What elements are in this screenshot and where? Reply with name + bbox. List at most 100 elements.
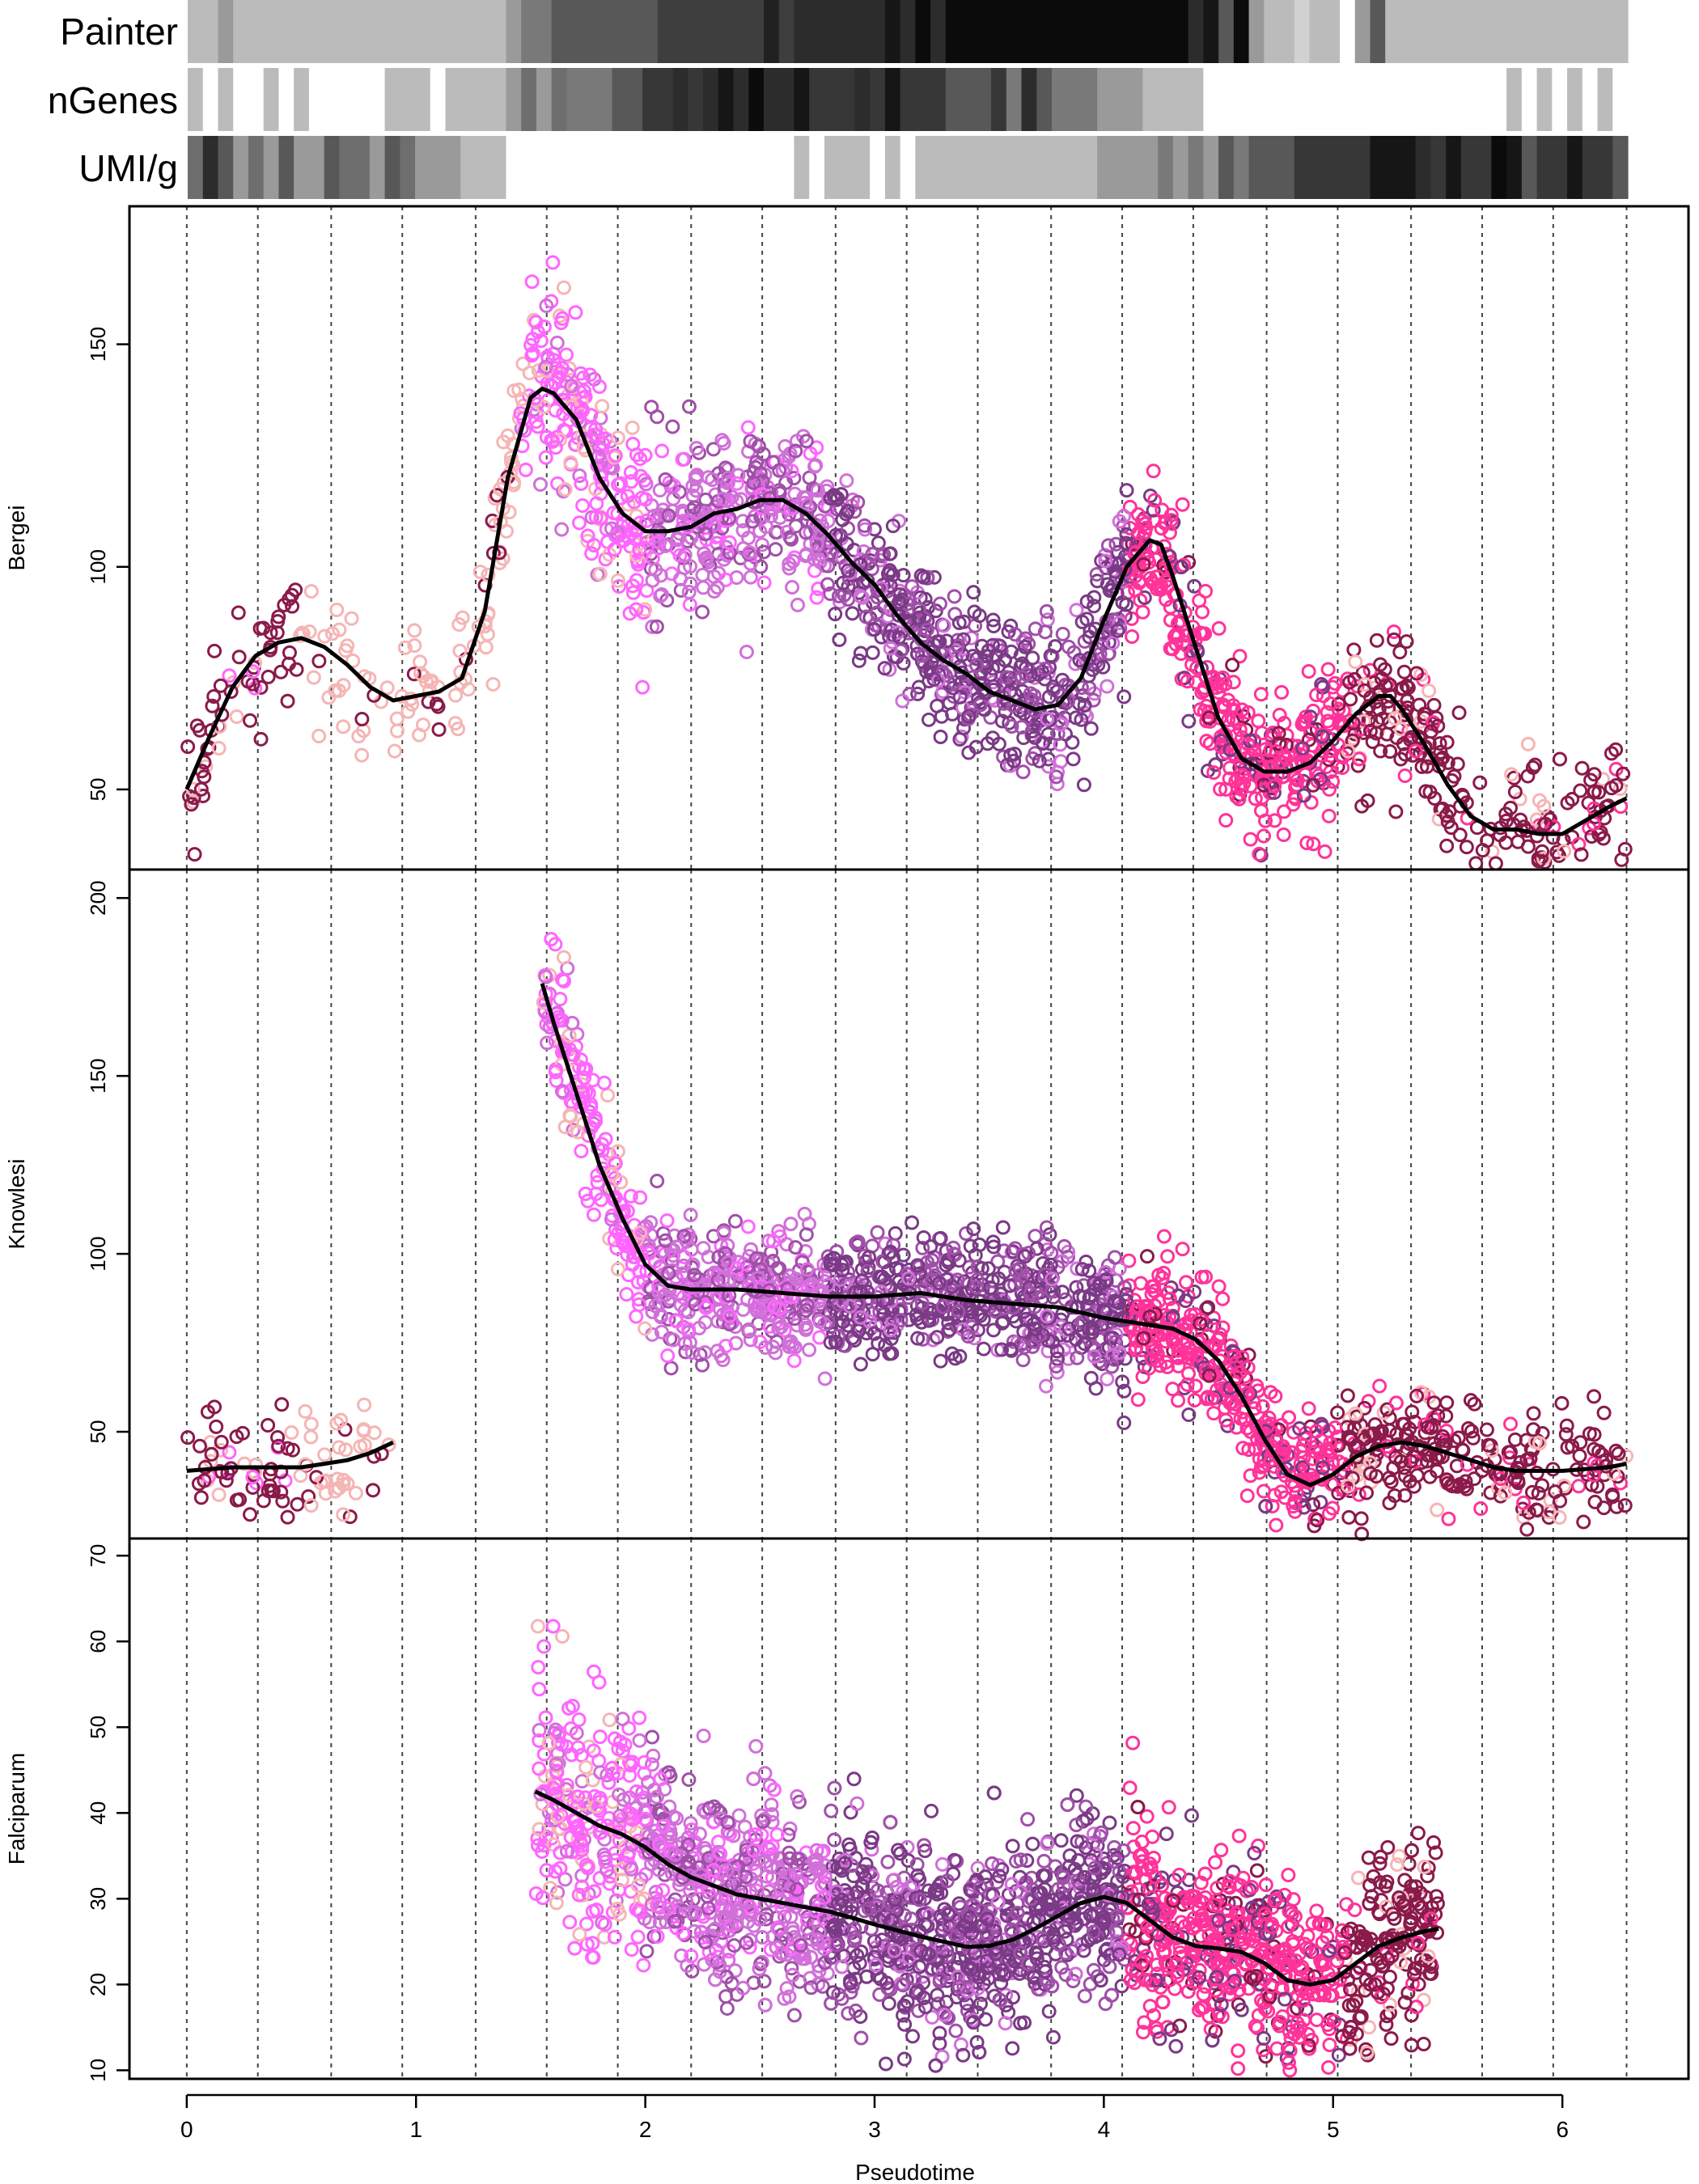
heatbar-cell [976,0,992,63]
data-point [1303,795,1319,811]
data-point [564,379,579,394]
data-point [683,1208,698,1223]
data-point [1438,808,1454,823]
data-point [972,608,987,624]
heatbar-cell [308,68,325,131]
heatbar-cell [945,136,962,199]
y-tick-label: 150 [86,327,110,362]
data-point [600,1088,616,1103]
heatbar-cell [960,136,977,199]
heatbar-cell [445,0,461,63]
data-point [683,576,698,591]
heatbar-cell [1491,136,1507,199]
data-point [851,653,866,668]
data-point [1040,711,1055,726]
data-point [336,678,351,693]
y-tick-label: 200 [86,880,110,915]
data-point [1369,633,1384,648]
data-point [180,1430,196,1445]
data-point [207,643,222,658]
heatbar-cell [1264,0,1280,63]
y-tick-label: 150 [86,1058,110,1093]
data-point [802,470,817,485]
data-point [928,603,943,619]
heatbar-cell [218,0,234,63]
data-point [809,440,824,455]
data-point [1422,785,1438,800]
data-point [387,743,402,759]
data-point [1374,671,1389,686]
data-point [785,580,800,595]
data-point [1591,785,1607,800]
data-point [282,591,297,607]
data-point [745,514,761,529]
data-point [1289,777,1304,793]
heatbar-cell [566,0,583,63]
data-point [1021,637,1036,652]
data-point [1254,726,1269,741]
data-point [1116,689,1132,705]
data-point [854,2030,869,2046]
heatbar-cell [1506,136,1523,199]
heatbar-cell [1097,68,1113,131]
data-point [1419,759,1434,774]
data-point [429,696,444,712]
heatbar-cell [1567,136,1583,199]
data-point [554,522,570,537]
heatbar-cell [1006,68,1023,131]
data-point [1049,777,1065,792]
data-point [1161,1285,1176,1301]
data-point [1274,684,1290,700]
heatbar-cell [1203,136,1219,199]
heatbar-label-umi: UMI/g [78,147,178,189]
data-point [705,518,720,533]
data-point [1279,728,1294,743]
heatbar-cell [1248,68,1265,131]
heatbar-cell [627,68,643,131]
data-point [231,650,247,665]
data-point [588,510,604,525]
data-point [548,440,563,455]
data-point [284,1425,299,1441]
data-point [281,656,296,671]
data-point [549,335,565,350]
data-point [608,448,623,463]
data-point [338,643,354,658]
heatbar-cell [839,136,856,199]
heatbar-cell [1203,68,1219,131]
data-point [1320,705,1335,720]
data-point [235,1425,251,1441]
data-point [1253,687,1269,702]
data-point [1510,834,1526,849]
data-point [651,540,667,556]
heatbar-cell [1460,136,1477,199]
data-point [1529,1466,1544,1481]
heatbar-cell [824,136,841,199]
data-point [798,495,813,510]
data-point [1447,768,1462,784]
data-point [782,561,797,576]
heatbar-cell [870,136,886,199]
heatbar-cell [1082,0,1098,63]
data-point [1095,1357,1110,1372]
data-point [933,1353,948,1369]
data-point [1529,812,1544,827]
data-point [835,512,850,527]
data-point [1139,1249,1155,1264]
data-point [1076,777,1091,793]
trend-line [184,387,1628,836]
heatbar-cell [945,0,962,63]
data-point [270,1430,286,1445]
data-point [684,1344,700,1360]
data-point [1037,661,1053,676]
data-point [1387,632,1402,647]
heatbar-cell [1506,68,1523,131]
data-point [1218,813,1234,828]
data-point [1358,1485,1374,1500]
heatbar-cell [1036,68,1053,131]
heatbar-cell [445,136,461,199]
data-point [563,455,578,471]
data-point [1005,1839,1020,1854]
data-point [1612,1475,1628,1491]
data-point [1211,685,1227,700]
